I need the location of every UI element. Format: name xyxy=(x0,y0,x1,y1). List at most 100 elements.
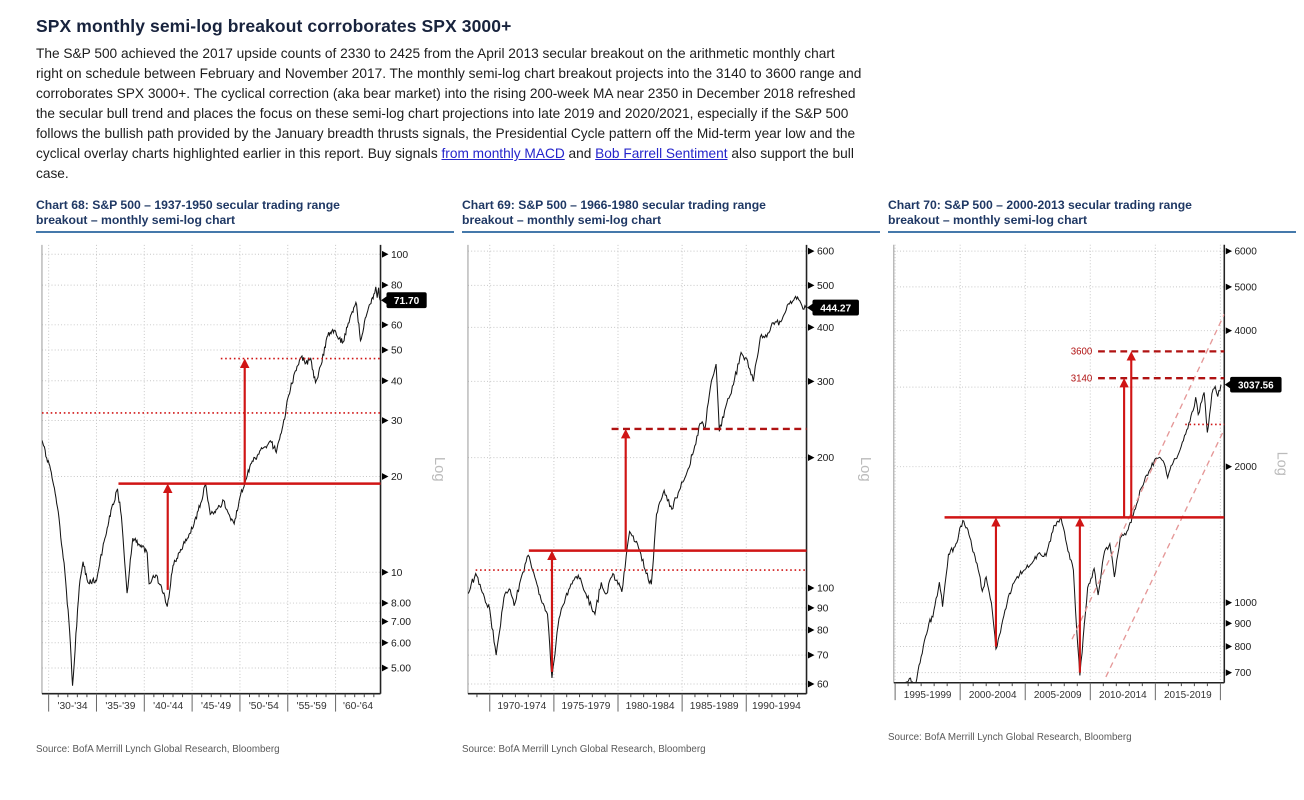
last-price-value: 3037.56 xyxy=(1238,380,1274,391)
chart-source-69: Source: BofA Merrill Lynch Global Resear… xyxy=(462,744,706,756)
chart-title-line2: breakout – monthly semi-log chart xyxy=(888,213,1088,227)
x-tick-label: '30-'34 xyxy=(58,701,88,712)
report-page: SPX monthly semi-log breakout corroborat… xyxy=(36,16,1304,755)
tick-arrow-icon xyxy=(382,321,389,329)
semi-log-chart-68: 100 80 60 50 40 30 20 10 8.00 7.00 6.00 5.00 71.70 '3… xyxy=(41,244,447,712)
y-tick-label: 30 xyxy=(391,416,403,427)
x-tick-label: '50-'54 xyxy=(249,701,279,712)
x-tick-label: '45-'49 xyxy=(201,701,231,712)
chart-canvas-68: 100 80 60 50 40 30 20 10 8.00 7.00 6.00 5.00 71.70 '3… xyxy=(36,235,454,743)
y-tick-label: 70 xyxy=(817,651,829,662)
tick-arrow-icon xyxy=(808,454,815,462)
tick-arrow-icon xyxy=(382,568,389,576)
last-price-value: 444.27 xyxy=(820,303,851,314)
log-scale-label: Log xyxy=(431,457,447,482)
tick-arrow-icon xyxy=(382,599,389,607)
y-tick-label: 4000 xyxy=(1234,326,1257,337)
measured-move-arrow xyxy=(162,483,173,590)
x-tick-label: 2005-2009 xyxy=(1034,690,1082,701)
x-axis: 1995-1999 2000-2004 2005-2009 2010-2014 2015… xyxy=(894,682,1221,701)
y-tick-label: 50 xyxy=(391,346,403,357)
grid xyxy=(893,244,1225,683)
tick-arrow-icon xyxy=(808,584,815,592)
log-scale-label: Log xyxy=(857,457,873,482)
measured-move-arrow xyxy=(1075,517,1085,673)
last-price-badge: 3037.56 xyxy=(1224,376,1282,393)
price-line xyxy=(467,295,807,678)
y-tick-label: 20 xyxy=(391,472,403,483)
y-tick-label: 60 xyxy=(391,320,403,331)
x-tick-label: 1985-1989 xyxy=(690,701,739,712)
annotations: 3600 3140 xyxy=(944,313,1225,678)
y-tick-label: 10 xyxy=(391,568,403,579)
tick-arrow-icon xyxy=(808,323,815,331)
log-scale-label: Log xyxy=(1274,452,1290,476)
y-tick-label: 100 xyxy=(391,250,408,261)
axes xyxy=(893,244,1226,684)
trend-channel-line xyxy=(1105,428,1225,678)
y-tick-label: 300 xyxy=(817,377,834,388)
tick-arrow-icon xyxy=(1225,247,1233,255)
x-tick-label: 2010-2014 xyxy=(1099,690,1147,701)
x-tick-label: '55-'59 xyxy=(297,701,327,712)
y-tick-label: 600 xyxy=(817,247,834,258)
tick-arrow-icon xyxy=(1225,643,1233,650)
y-tick-label: 100 xyxy=(817,584,834,595)
chart-canvas-69: 600 500 400 300 200 100 90 80 70 60 444.27 1970-197… xyxy=(462,235,880,743)
y-tick-label: 60 xyxy=(817,680,829,691)
x-axis: '30-'34 '35-'39 '40-'44 '45-'49 '50-'54 '55-'… xyxy=(48,693,375,712)
charts-row: Chart 68: S&P 500 – 1937-1950 secular tr… xyxy=(36,198,1304,755)
y-axis: 600 500 400 300 200 100 90 80 70 60 xyxy=(808,247,834,691)
chart-panel-69: Chart 69: S&P 500 – 1966-1980 secular tr… xyxy=(462,198,880,755)
semi-log-chart-69: 600 500 400 300 200 100 90 80 70 60 444.27 1970-197… xyxy=(467,244,873,712)
tick-arrow-icon xyxy=(1225,463,1233,470)
y-tick-label: 90 xyxy=(817,603,829,614)
tick-arrow-icon xyxy=(382,250,389,258)
y-tick-label: 500 xyxy=(817,281,834,292)
tick-arrow-icon xyxy=(1225,327,1233,334)
x-tick-label: 1975-1979 xyxy=(562,701,611,712)
y-tick-label: 5000 xyxy=(1234,282,1257,293)
y-tick-label: 900 xyxy=(1234,619,1251,630)
chart-canvas-70: 3600 3140 6000 5000 4000 2000 1000 900 800 700 303… xyxy=(888,235,1296,731)
tick-arrow-icon xyxy=(808,378,815,385)
chart-title-line1: Chart 68: S&P 500 – 1937-1950 secular tr… xyxy=(36,198,340,212)
tick-arrow-icon xyxy=(382,473,389,480)
chart-source-70: Source: BofA Merrill Lynch Global Resear… xyxy=(888,732,1132,744)
last-price-badge: 444.27 xyxy=(807,299,859,316)
chart-title-69: Chart 69: S&P 500 – 1966-1980 secular tr… xyxy=(462,198,880,233)
intro-text-lead: The S&P 500 achieved the 2017 upside cou… xyxy=(36,46,862,161)
y-tick-label: 2000 xyxy=(1234,462,1257,473)
y-tick-label: 40 xyxy=(391,376,403,387)
x-tick-label: 2000-2004 xyxy=(969,690,1017,701)
measured-move-arrow xyxy=(1119,378,1129,518)
tick-arrow-icon xyxy=(1225,283,1233,291)
x-tick-label: 1995-1999 xyxy=(904,690,952,701)
tick-arrow-icon xyxy=(1225,669,1233,676)
x-tick-label: 1970-1974 xyxy=(497,701,546,712)
chart-panel-68: Chart 68: S&P 500 – 1937-1950 secular tr… xyxy=(36,198,454,755)
tick-arrow-icon xyxy=(382,639,389,647)
page-title: SPX monthly semi-log breakout corroborat… xyxy=(36,16,512,36)
link-monthly-macd[interactable]: from monthly MACD xyxy=(441,146,565,161)
chart-title-line1: Chart 69: S&P 500 – 1966-1980 secular tr… xyxy=(462,198,766,212)
intro-text-tail: also support the bull case. xyxy=(36,146,854,181)
intro-paragraph: The S&P 500 achieved the 2017 upside cou… xyxy=(36,44,862,184)
measured-move-arrow xyxy=(620,428,631,551)
intro-text-mid: and xyxy=(564,146,596,161)
link-bob-farrell-sentiment[interactable]: Bob Farrell Sentiment xyxy=(595,146,728,161)
x-tick-label: 2015-2019 xyxy=(1164,690,1212,701)
y-tick-label: 400 xyxy=(817,323,834,334)
y-tick-label: 8.00 xyxy=(391,599,411,610)
y-tick-label: 200 xyxy=(817,453,834,464)
tick-arrow-icon xyxy=(1225,599,1233,606)
y-tick-label: 1000 xyxy=(1234,598,1257,609)
tick-arrow-icon xyxy=(382,618,389,625)
y-tick-label: 6.00 xyxy=(391,638,411,649)
chart-panel-70: Chart 70: S&P 500 – 2000-2013 secular tr… xyxy=(888,198,1296,755)
projection-level-label: 3140 xyxy=(1071,374,1093,385)
tick-arrow-icon xyxy=(382,346,389,354)
semi-log-chart-70: 3600 3140 6000 5000 4000 2000 1000 900 800 700 303… xyxy=(893,244,1290,701)
measured-move-arrow xyxy=(991,517,1001,647)
last-price-value: 71.70 xyxy=(394,296,420,307)
